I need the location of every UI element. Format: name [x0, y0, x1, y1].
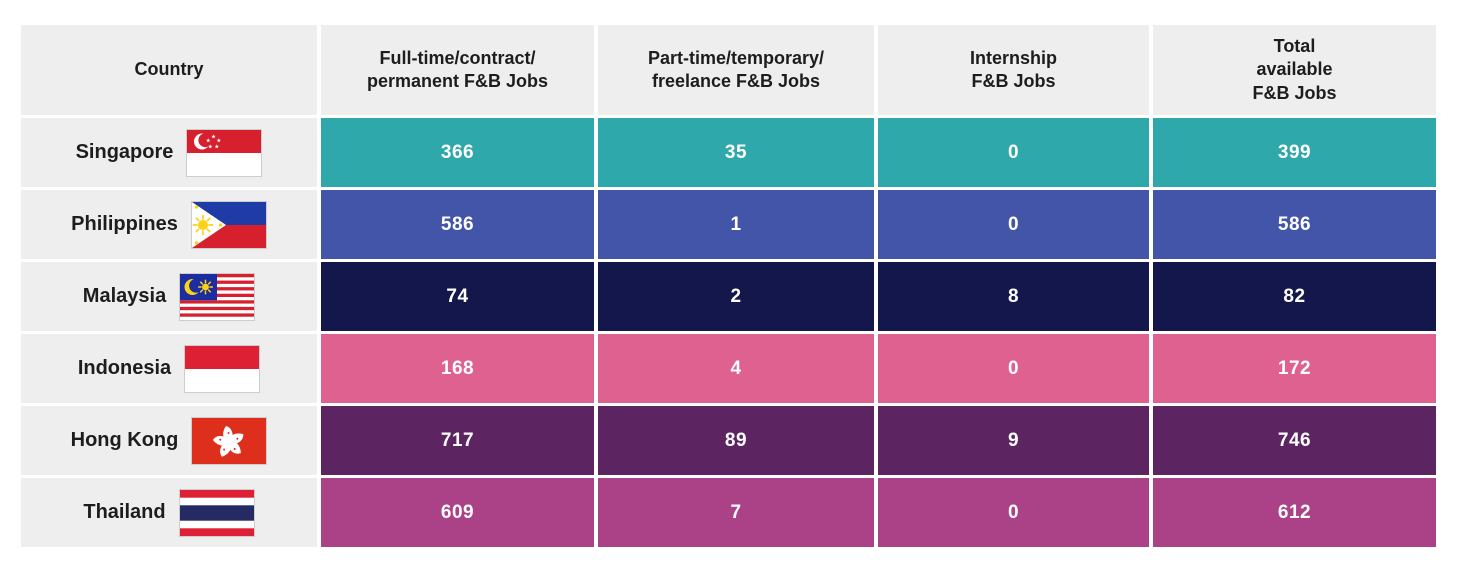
country-label: Hong Kong: [70, 429, 179, 451]
value-cell-internship: 9: [878, 406, 1149, 475]
value-cell-full-time: 168: [321, 334, 594, 403]
value-cell-full-time: 366: [321, 118, 594, 187]
value-cell-part-time: 89: [598, 406, 874, 475]
indonesia-flag-icon: [184, 344, 261, 393]
country-label: Singapore: [75, 141, 174, 163]
country-cell: Hong Kong: [21, 406, 317, 475]
country-cell: Philippines: [21, 190, 317, 259]
hong-kong-flag-icon: [191, 416, 268, 465]
philippines-flag-icon: [190, 200, 267, 249]
fnb-jobs-table: Country Full-time/contract/ permanent F&…: [21, 25, 1436, 547]
column-header-part-time: Part-time/temporary/ freelance F&B Jobs: [598, 25, 874, 115]
country-label: Philippines: [71, 213, 178, 235]
value-cell-internship: 0: [878, 190, 1149, 259]
country-cell: Malaysia: [21, 262, 317, 331]
value-cell-full-time: 717: [321, 406, 594, 475]
value-cell-part-time: 7: [598, 478, 874, 547]
singapore-flag-icon: [186, 128, 263, 177]
column-header-total: Total available F&B Jobs: [1153, 25, 1436, 115]
value-cell-total: 172: [1153, 334, 1436, 403]
value-cell-total: 586: [1153, 190, 1436, 259]
value-cell-part-time: 2: [598, 262, 874, 331]
country-cell: Indonesia: [21, 334, 317, 403]
column-header-country: Country: [21, 25, 317, 115]
country-cell: Singapore: [21, 118, 317, 187]
value-cell-total: 82: [1153, 262, 1436, 331]
value-cell-full-time: 609: [321, 478, 594, 547]
value-cell-full-time: 74: [321, 262, 594, 331]
column-header-internship: Internship F&B Jobs: [878, 25, 1149, 115]
value-cell-total: 746: [1153, 406, 1436, 475]
value-cell-internship: 0: [878, 334, 1149, 403]
value-cell-part-time: 1: [598, 190, 874, 259]
country-label: Indonesia: [77, 357, 172, 379]
country-label: Thailand: [83, 501, 166, 523]
malaysia-flag-icon: [179, 272, 256, 321]
thailand-flag-icon: [178, 488, 255, 537]
value-cell-internship: 0: [878, 478, 1149, 547]
value-cell-internship: 0: [878, 118, 1149, 187]
country-label: Malaysia: [82, 285, 167, 307]
value-cell-total: 612: [1153, 478, 1436, 547]
value-cell-full-time: 586: [321, 190, 594, 259]
value-cell-internship: 8: [878, 262, 1149, 331]
country-cell: Thailand: [21, 478, 317, 547]
value-cell-total: 399: [1153, 118, 1436, 187]
column-header-full-time: Full-time/contract/ permanent F&B Jobs: [321, 25, 594, 115]
value-cell-part-time: 35: [598, 118, 874, 187]
value-cell-part-time: 4: [598, 334, 874, 403]
